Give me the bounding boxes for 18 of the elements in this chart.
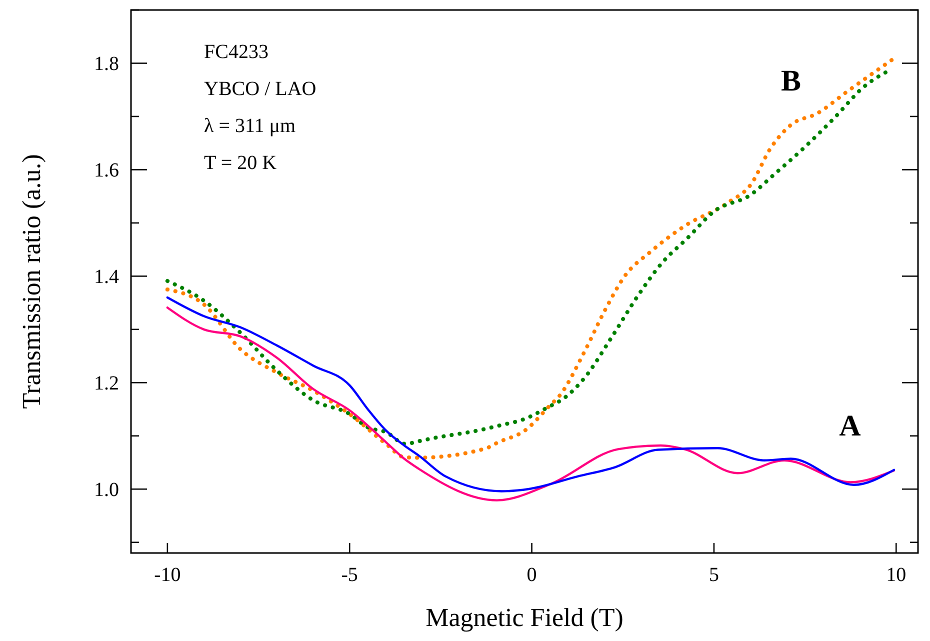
y-tick-label: 1.4 <box>94 266 119 288</box>
annotation: FC4233 <box>204 41 268 63</box>
y-tick-label: 1.6 <box>94 160 119 182</box>
x-tick-label: 0 <box>526 564 537 586</box>
x-axis-title: Magnetic Field (T) <box>426 603 624 632</box>
annotation: YBCO / LAO <box>204 78 316 100</box>
x-tick-label: 5 <box>708 564 719 586</box>
x-tick-label: -5 <box>341 564 358 586</box>
y-tick-label: 1.8 <box>94 53 119 76</box>
annotation: T = 20 K <box>204 152 278 174</box>
y-tick-label: 1.2 <box>94 372 119 395</box>
annotation: A <box>839 410 862 442</box>
y-axis-title: Transmission ratio (a.u.) <box>17 154 46 409</box>
annotation: B <box>780 64 802 98</box>
y-tick-label: 1.0 <box>94 479 119 502</box>
annotation: λ = 311 μm <box>204 115 296 137</box>
x-tick-label: -10 <box>154 564 181 586</box>
x-tick-label: 10 <box>886 564 906 586</box>
